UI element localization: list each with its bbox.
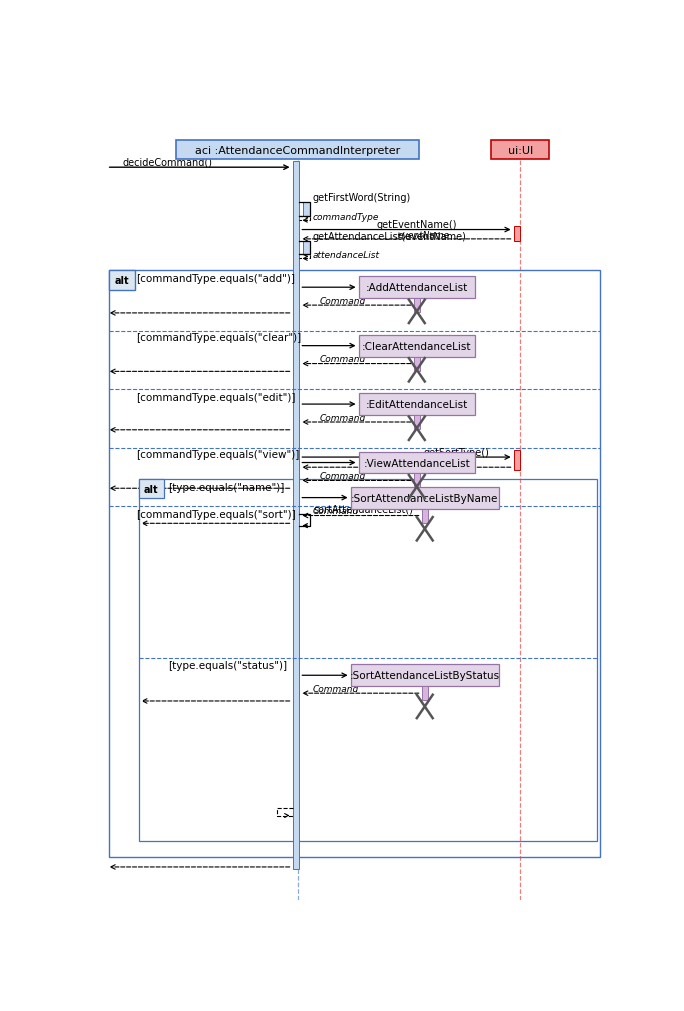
Text: [commandType.equals("view")]: [commandType.equals("view")] [136,450,299,460]
Bar [293,162,300,868]
Bar [176,141,419,160]
Text: alt: alt [144,484,159,494]
Bar [514,451,521,470]
Text: :SortAttendanceListByStatus: :SortAttendanceListByStatus [350,670,500,680]
Text: alt: alt [115,276,129,285]
Bar [414,474,420,488]
Text: getEventName(): getEventName() [376,220,457,229]
Text: sortAttendanceList(): sortAttendanceList() [313,504,413,515]
Text: :EditAttendanceList: :EditAttendanceList [366,399,468,409]
Text: decideCommand(): decideCommand() [122,157,213,167]
Bar [350,664,499,686]
Bar [414,299,420,312]
Bar [414,416,420,430]
Bar [358,336,475,357]
Text: :AddAttendanceList: :AddAttendanceList [366,283,468,293]
Bar [421,509,428,523]
Text: commandType: commandType [313,212,380,221]
Text: Command: Command [319,413,365,423]
Bar [304,242,311,255]
Text: :ClearAttendanceList: :ClearAttendanceList [362,342,471,351]
Bar [491,141,549,160]
Text: Command: Command [319,355,365,364]
Text: :SortAttendanceListByName: :SortAttendanceListByName [351,493,499,503]
Bar [350,487,499,509]
Text: getFirstWord(String): getFirstWord(String) [313,193,411,203]
Text: [type.equals("status")]: [type.equals("status")] [168,660,287,670]
Text: getAttendanceList(eventName): getAttendanceList(eventName) [313,232,466,242]
Text: ui:UI: ui:UI [508,146,533,156]
Text: [type.equals("name")]: [type.equals("name")] [168,482,284,492]
Text: attendanceList: attendanceList [313,251,380,260]
Bar [421,686,428,701]
Bar [358,452,475,474]
Text: [commandType.equals("add")]: [commandType.equals("add")] [136,274,295,284]
Bar [109,271,135,290]
Bar [109,271,600,857]
Bar [138,479,164,498]
Text: eventName: eventName [397,232,449,240]
Text: Command: Command [319,472,365,480]
Text: Command: Command [313,684,359,694]
Bar [304,203,311,216]
Bar [358,277,475,299]
Text: [commandType.equals("edit")]: [commandType.equals("edit")] [136,392,295,402]
Text: aci :AttendanceCommandInterpreter: aci :AttendanceCommandInterpreter [195,146,400,156]
Text: [commandType.equals("sort")]: [commandType.equals("sort")] [136,509,295,519]
Text: :ViewAttendanceList: :ViewAttendanceList [363,458,470,468]
Bar [514,226,521,242]
Text: [commandType.equals("clear")]: [commandType.equals("clear")] [136,333,301,343]
Text: Command: Command [319,296,365,305]
Text: getSortType(): getSortType() [424,447,490,457]
Bar [138,479,597,841]
Text: Command: Command [313,507,359,516]
Bar [358,393,475,416]
Text: type: type [440,459,460,468]
Bar [414,357,420,371]
